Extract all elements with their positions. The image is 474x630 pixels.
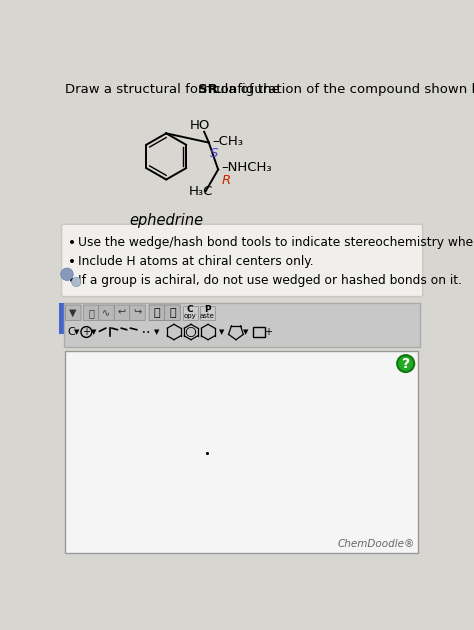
Bar xyxy=(64,303,420,347)
Bar xyxy=(64,352,418,553)
FancyBboxPatch shape xyxy=(65,305,81,321)
Text: ▼: ▼ xyxy=(91,329,96,335)
Text: ▼: ▼ xyxy=(243,329,248,335)
Text: ↪: ↪ xyxy=(134,308,142,318)
FancyBboxPatch shape xyxy=(114,305,130,321)
Text: 🔍: 🔍 xyxy=(154,308,160,318)
Text: +: + xyxy=(264,327,273,337)
Text: C: C xyxy=(68,327,75,337)
Text: S: S xyxy=(210,147,219,160)
Text: ▼: ▼ xyxy=(70,308,77,318)
Text: configuration of the compound shown below.: configuration of the compound shown belo… xyxy=(209,83,474,96)
Text: opy: opy xyxy=(184,313,197,319)
FancyBboxPatch shape xyxy=(164,305,180,321)
Bar xyxy=(201,306,215,319)
Text: ▼: ▼ xyxy=(219,329,225,335)
Text: aste: aste xyxy=(200,313,215,319)
Text: 🔍: 🔍 xyxy=(169,308,176,318)
Text: If a group is achiral, do not use wedged or hashed bonds on it.: If a group is achiral, do not use wedged… xyxy=(78,274,462,287)
Text: ChemDoodle®: ChemDoodle® xyxy=(337,539,415,549)
Text: Use the wedge/hash bond tools to indicate stereochemistry where it exists.: Use the wedge/hash bond tools to indicat… xyxy=(78,236,474,249)
Circle shape xyxy=(72,277,81,287)
Circle shape xyxy=(61,268,73,280)
Text: ephedrine: ephedrine xyxy=(129,213,203,227)
Text: +: + xyxy=(82,327,91,337)
Text: ▼: ▼ xyxy=(73,329,79,335)
Text: •: • xyxy=(68,274,76,289)
FancyBboxPatch shape xyxy=(164,305,180,321)
Bar xyxy=(59,303,64,333)
Text: SR: SR xyxy=(198,83,218,96)
Text: •: • xyxy=(68,236,76,249)
Text: ↩: ↩ xyxy=(118,308,126,318)
Bar xyxy=(183,306,198,319)
Text: Include H atoms at chiral centers only.: Include H atoms at chiral centers only. xyxy=(78,255,313,268)
FancyBboxPatch shape xyxy=(83,305,99,321)
Text: –NHCH₃: –NHCH₃ xyxy=(221,161,272,174)
FancyBboxPatch shape xyxy=(99,305,114,321)
Text: ∿: ∿ xyxy=(102,308,110,318)
Text: C: C xyxy=(187,305,193,314)
Text: HO: HO xyxy=(189,119,210,132)
Text: H₃C: H₃C xyxy=(189,185,213,198)
Text: ▼: ▼ xyxy=(154,329,160,335)
Text: P: P xyxy=(204,305,210,314)
Text: R: R xyxy=(222,174,231,187)
Text: –CH₃: –CH₃ xyxy=(213,135,244,147)
Circle shape xyxy=(397,355,414,372)
FancyBboxPatch shape xyxy=(62,224,423,297)
Text: •: • xyxy=(68,255,76,269)
FancyBboxPatch shape xyxy=(149,305,164,321)
FancyBboxPatch shape xyxy=(149,305,164,321)
Text: ?: ? xyxy=(401,357,410,370)
Bar xyxy=(253,326,265,338)
Text: 🔒: 🔒 xyxy=(88,308,94,318)
FancyBboxPatch shape xyxy=(130,305,145,321)
Text: Draw a structural formula of the: Draw a structural formula of the xyxy=(65,83,284,96)
